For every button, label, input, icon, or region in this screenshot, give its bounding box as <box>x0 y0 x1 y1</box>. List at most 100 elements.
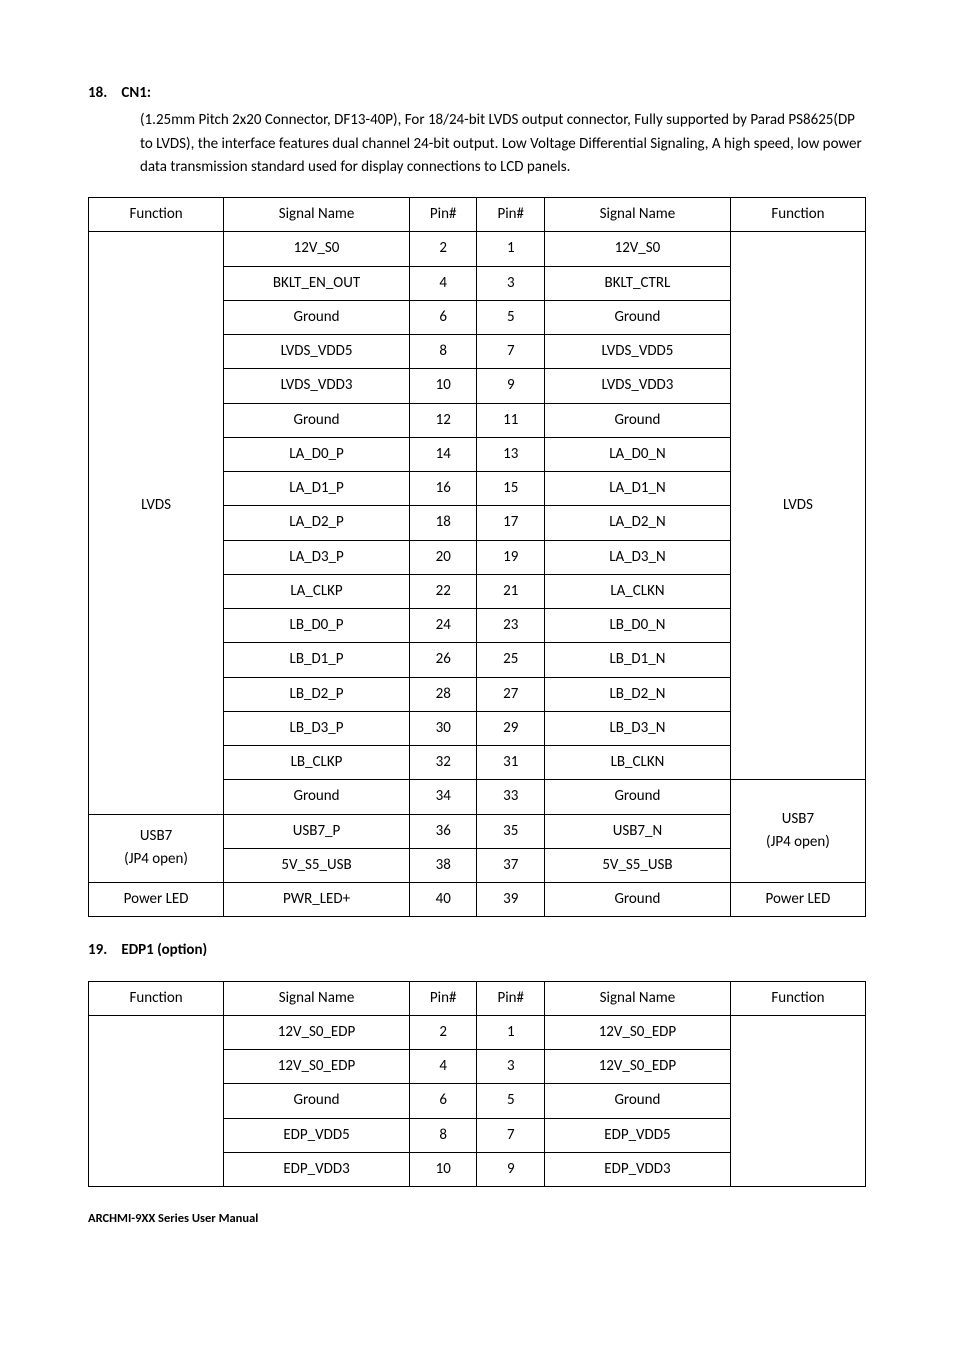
table-header-row: Function Signal Name Pin# Pin# Signal Na… <box>89 981 866 1015</box>
function-cell-lvds: LVDS <box>730 232 865 780</box>
pin-cell: 19 <box>477 540 545 574</box>
signal-cell: Ground <box>545 1084 731 1118</box>
function-cell <box>730 1015 865 1186</box>
pin-cell: 40 <box>409 883 477 917</box>
table-row: Ground 34 33 Ground USB7 (JP4 open) <box>89 780 866 814</box>
pin-cell: 6 <box>409 1084 477 1118</box>
section-number: 19. <box>88 939 118 962</box>
pin-cell: 21 <box>477 574 545 608</box>
pin-cell: 16 <box>409 472 477 506</box>
pin-cell: 27 <box>477 677 545 711</box>
signal-cell: EDP_VDD5 <box>224 1118 410 1152</box>
pin-cell: 15 <box>477 472 545 506</box>
signal-cell: USB7_P <box>224 814 410 848</box>
table-row: 12V_S0_EDP 2 1 12V_S0_EDP <box>89 1015 866 1049</box>
pin-cell: 6 <box>409 300 477 334</box>
pin-cell: 2 <box>409 1015 477 1049</box>
signal-cell: LB_D2_N <box>545 677 731 711</box>
pin-cell: 23 <box>477 609 545 643</box>
header-pin: Pin# <box>477 198 545 232</box>
section-19-header: 19. EDP1 (option) <box>88 939 866 962</box>
pin-cell: 4 <box>409 1050 477 1084</box>
header-function: Function <box>89 198 224 232</box>
signal-cell: Ground <box>545 883 731 917</box>
header-pin: Pin# <box>409 198 477 232</box>
pin-cell: 3 <box>477 266 545 300</box>
signal-cell: LA_CLKN <box>545 574 731 608</box>
function-cell <box>89 780 224 814</box>
pin-cell: 7 <box>477 335 545 369</box>
section-18-body: (1.25mm Pitch 2x20 Connector, DF13-40P),… <box>140 109 866 179</box>
pin-cell: 5 <box>477 1084 545 1118</box>
signal-cell: EDP_VDD3 <box>545 1152 731 1186</box>
pin-cell: 12 <box>409 403 477 437</box>
function-label: LVDS <box>141 496 171 514</box>
pin-cell: 11 <box>477 403 545 437</box>
signal-cell: LB_D0_P <box>224 609 410 643</box>
signal-cell: 12V_S0_EDP <box>224 1050 410 1084</box>
section-title: EDP1 (option) <box>121 941 207 959</box>
signal-cell: LB_CLKN <box>545 746 731 780</box>
signal-cell: Ground <box>224 300 410 334</box>
signal-cell: PWR_LED+ <box>224 883 410 917</box>
signal-cell: EDP_VDD5 <box>545 1118 731 1152</box>
table-row: LVDS 12V_S0 2 1 12V_S0 LVDS <box>89 232 866 266</box>
signal-cell: LB_CLKP <box>224 746 410 780</box>
signal-cell: 5V_S5_USB <box>545 848 731 882</box>
pin-cell: 8 <box>409 1118 477 1152</box>
signal-cell: LA_D3_N <box>545 540 731 574</box>
header-pin: Pin# <box>477 981 545 1015</box>
pin-cell: 3 <box>477 1050 545 1084</box>
section-number: 18. <box>88 82 118 105</box>
function-cell-lvds: LVDS <box>89 232 224 780</box>
signal-cell: LVDS_VDD3 <box>545 369 731 403</box>
signal-cell: 12V_S0_EDP <box>545 1050 731 1084</box>
signal-cell: LB_D0_N <box>545 609 731 643</box>
signal-cell: LB_D1_N <box>545 643 731 677</box>
pin-cell: 10 <box>409 1152 477 1186</box>
signal-cell: USB7_N <box>545 814 731 848</box>
pin-cell: 26 <box>409 643 477 677</box>
signal-cell: LB_D2_P <box>224 677 410 711</box>
signal-cell: Ground <box>224 1084 410 1118</box>
signal-cell: Ground <box>545 780 731 814</box>
table-header-row: Function Signal Name Pin# Pin# Signal Na… <box>89 198 866 232</box>
pin-cell: 30 <box>409 711 477 745</box>
pin-cell: 20 <box>409 540 477 574</box>
pin-cell: 7 <box>477 1118 545 1152</box>
table-row: Power LED PWR_LED+ 40 39 Ground Power LE… <box>89 883 866 917</box>
pin-cell: 37 <box>477 848 545 882</box>
signal-cell: LA_D2_P <box>224 506 410 540</box>
pin-cell: 2 <box>409 232 477 266</box>
pin-cell: 18 <box>409 506 477 540</box>
header-function: Function <box>730 981 865 1015</box>
pin-cell: 28 <box>409 677 477 711</box>
pin-cell: 33 <box>477 780 545 814</box>
signal-cell: LVDS_VDD3 <box>224 369 410 403</box>
cn1-pinout-table: Function Signal Name Pin# Pin# Signal Na… <box>88 197 866 917</box>
pin-cell: 24 <box>409 609 477 643</box>
header-pin: Pin# <box>409 981 477 1015</box>
header-function: Function <box>89 981 224 1015</box>
signal-cell: Ground <box>545 300 731 334</box>
header-function: Function <box>730 198 865 232</box>
pin-cell: 35 <box>477 814 545 848</box>
pin-cell: 31 <box>477 746 545 780</box>
signal-cell: LVDS_VDD5 <box>224 335 410 369</box>
section-18-header: 18. CN1: <box>88 82 866 105</box>
signal-cell: LA_D2_N <box>545 506 731 540</box>
signal-cell: LA_CLKP <box>224 574 410 608</box>
signal-cell: 12V_S0_EDP <box>545 1015 731 1049</box>
section-title: CN1: <box>121 84 151 102</box>
function-cell-power-led: Power LED <box>89 883 224 917</box>
pin-cell: 36 <box>409 814 477 848</box>
signal-cell: BKLT_CTRL <box>545 266 731 300</box>
signal-cell: LVDS_VDD5 <box>545 335 731 369</box>
signal-cell: LB_D3_N <box>545 711 731 745</box>
function-cell-usb7: USB7 (JP4 open) <box>89 814 224 883</box>
signal-cell: LA_D1_N <box>545 472 731 506</box>
pin-cell: 9 <box>477 1152 545 1186</box>
function-cell-usb7: USB7 (JP4 open) <box>730 780 865 883</box>
function-sublabel: (JP4 open) <box>124 850 188 868</box>
function-sublabel: (JP4 open) <box>766 833 830 851</box>
